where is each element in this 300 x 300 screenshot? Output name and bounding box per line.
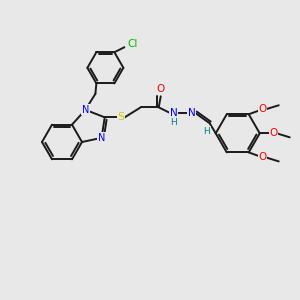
Text: O: O <box>259 104 267 114</box>
Text: Cl: Cl <box>127 39 138 49</box>
Text: N: N <box>188 108 196 118</box>
Text: O: O <box>157 84 165 94</box>
Text: S: S <box>117 112 124 122</box>
Text: O: O <box>259 152 267 162</box>
Text: N: N <box>170 108 178 118</box>
Text: H: H <box>170 118 177 127</box>
Text: N: N <box>82 105 89 115</box>
Text: O: O <box>270 128 278 138</box>
Text: N: N <box>98 133 105 143</box>
Text: H: H <box>203 127 210 136</box>
